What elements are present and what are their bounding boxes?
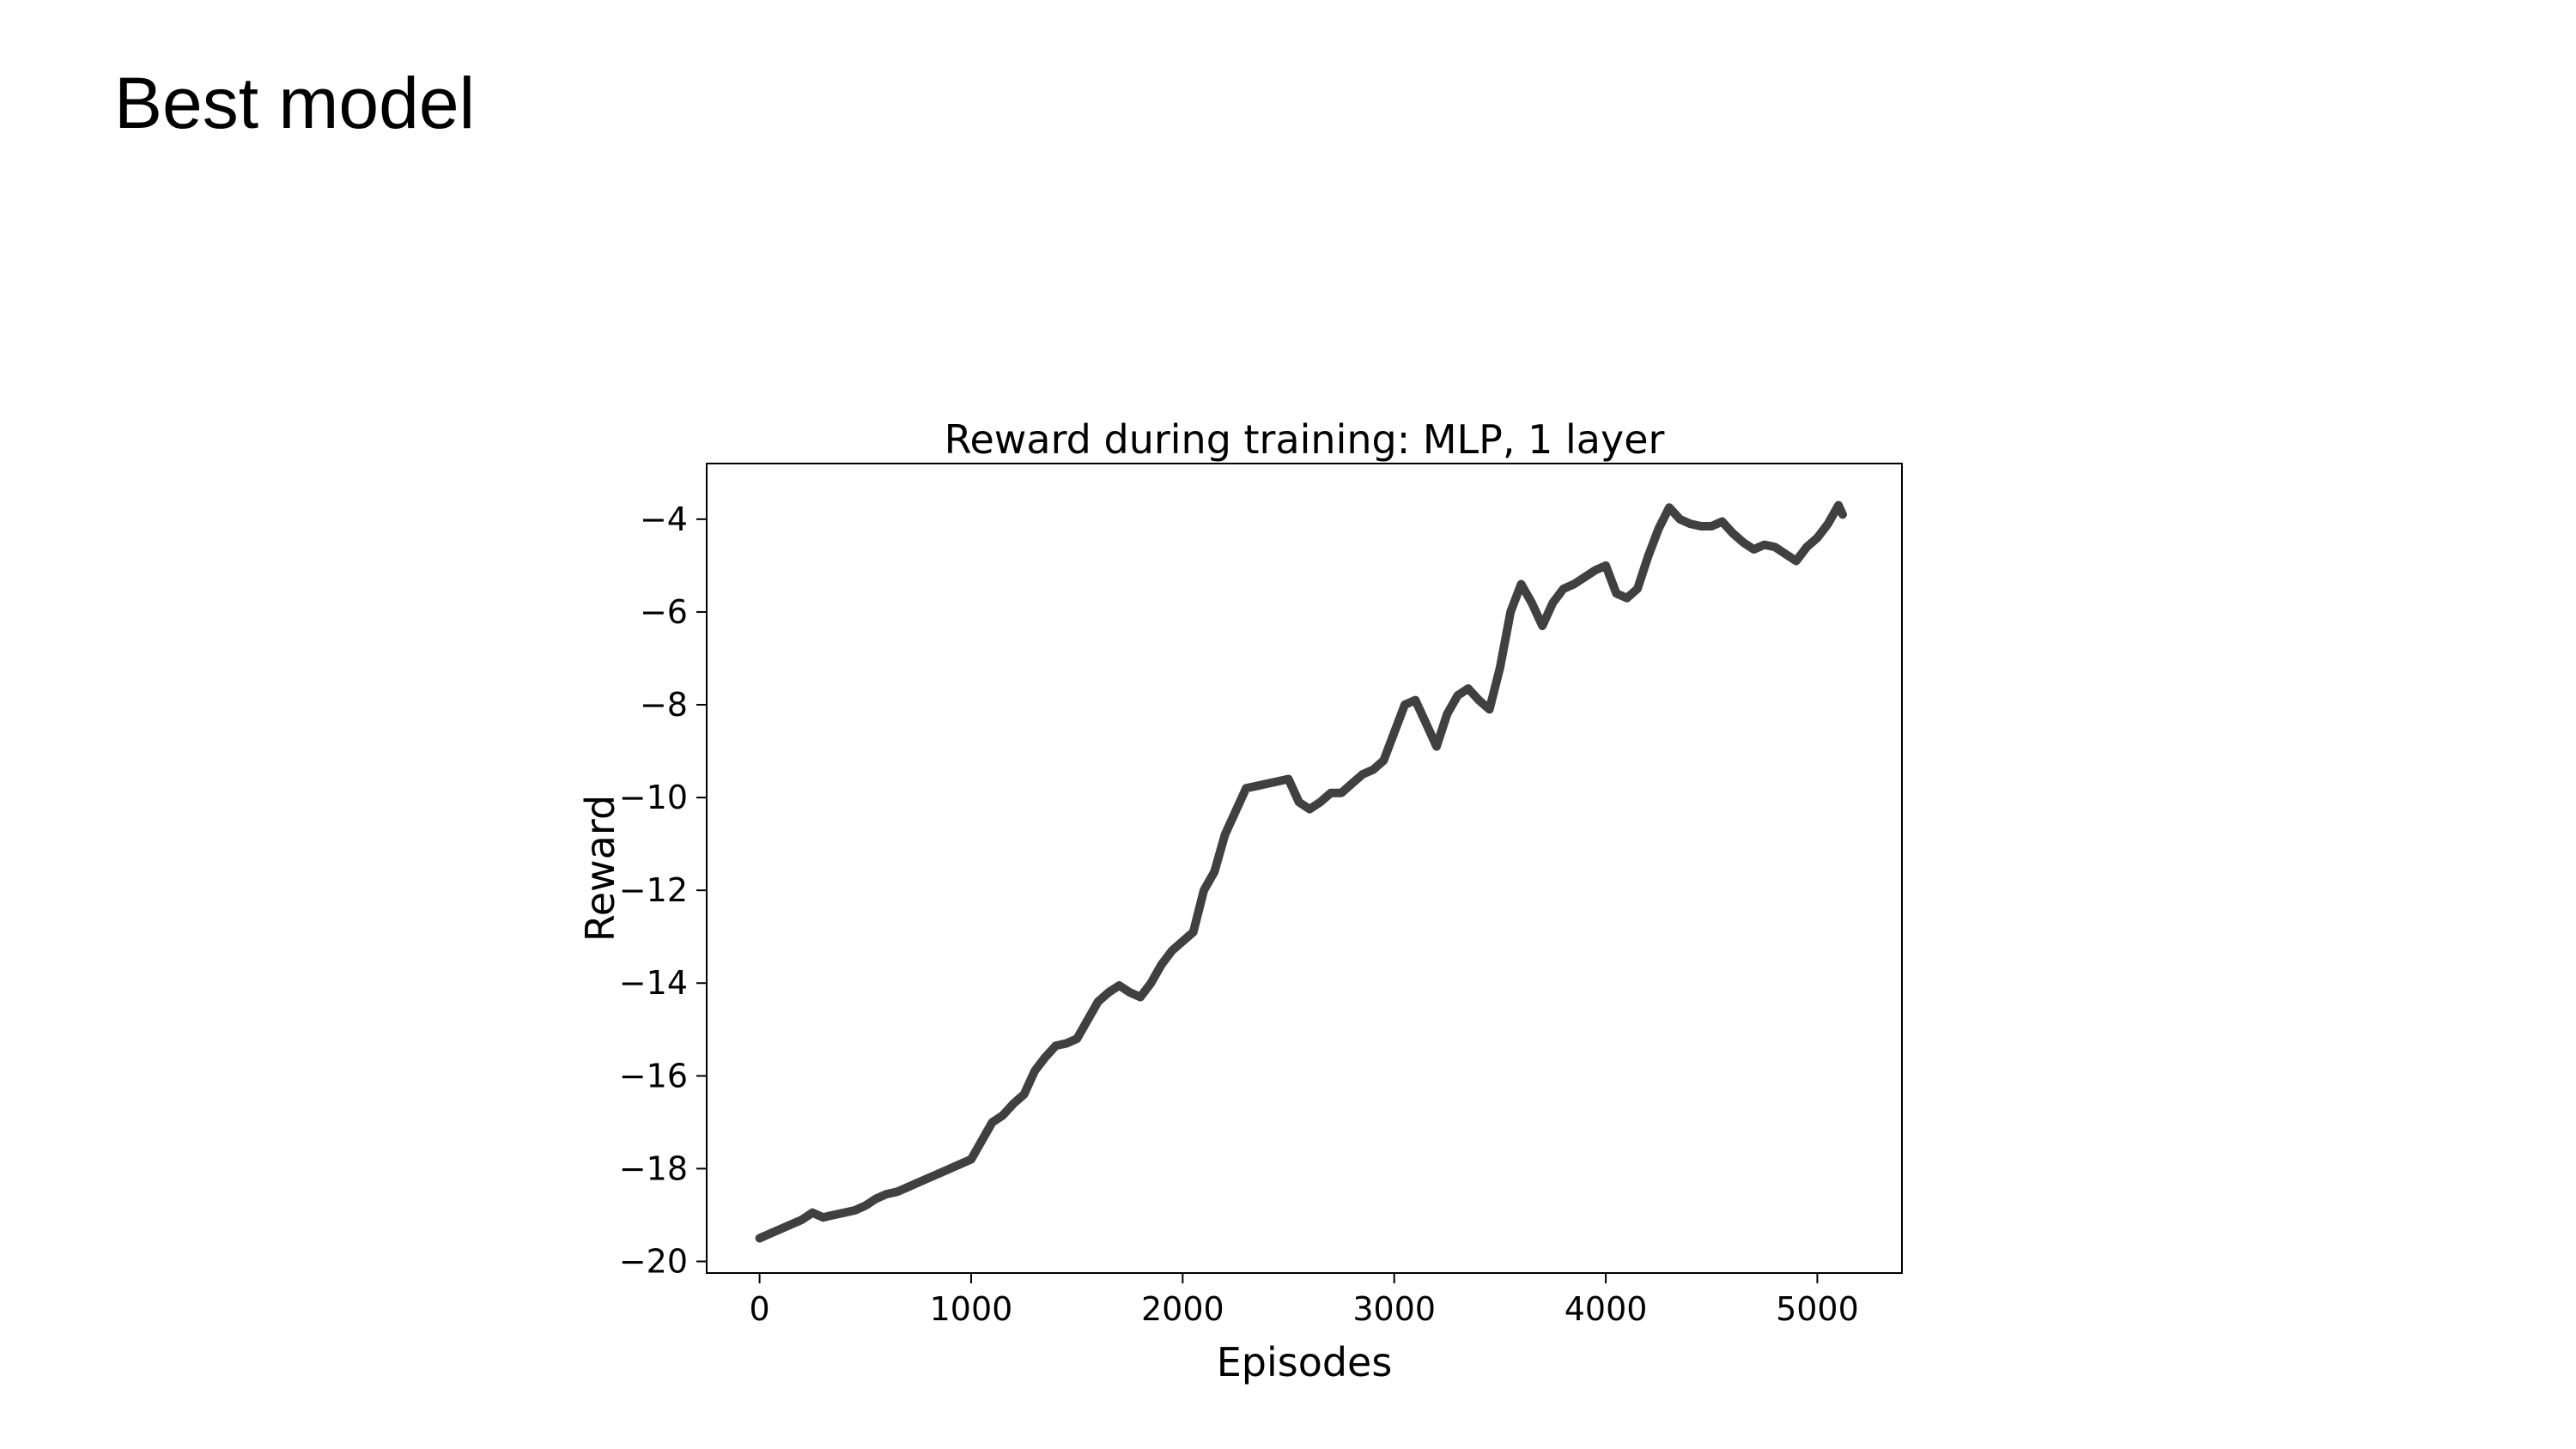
y-tick-label: −8 xyxy=(640,686,688,724)
y-tick-label: −4 xyxy=(640,500,688,538)
y-tick-label: −20 xyxy=(619,1242,688,1280)
x-tick-label: 4000 xyxy=(1564,1290,1648,1328)
slide-title: Best model xyxy=(114,63,476,143)
x-tick-label: 5000 xyxy=(1776,1290,1859,1328)
x-tick-label: 2000 xyxy=(1141,1290,1224,1328)
x-tick-label: 1000 xyxy=(930,1290,1013,1328)
y-tick-label: −16 xyxy=(619,1057,688,1094)
y-tick-label: −10 xyxy=(619,779,688,816)
y-tick-label: −6 xyxy=(640,593,688,631)
y-tick-label: −14 xyxy=(619,964,688,1002)
y-tick-label: −18 xyxy=(619,1149,688,1187)
plot-frame xyxy=(706,463,1903,1274)
reward-series-line xyxy=(755,500,1847,1243)
chart-title: Reward during training: MLP, 1 layer xyxy=(945,416,1665,463)
y-tick-label: −12 xyxy=(619,871,688,909)
y-axis-label: Reward xyxy=(577,795,623,942)
x-tick-label: 0 xyxy=(749,1290,769,1328)
x-axis-label: Episodes xyxy=(1217,1339,1393,1385)
x-tick-label: 3000 xyxy=(1352,1290,1436,1328)
